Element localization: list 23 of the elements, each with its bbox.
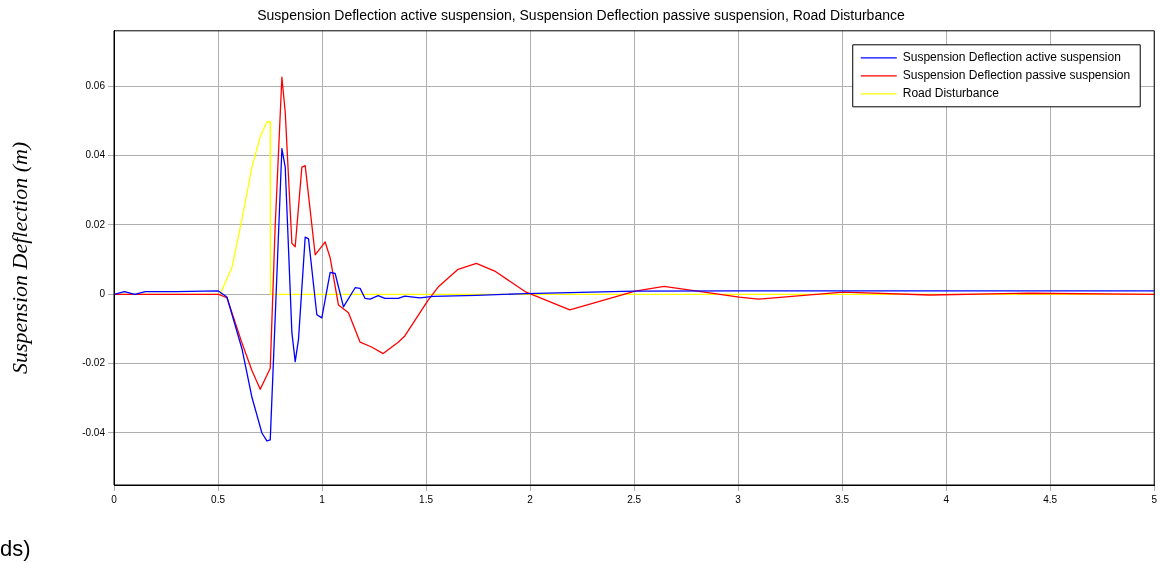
x-tick-label: 4.5: [1043, 493, 1058, 505]
x-tick-label: 1.5: [419, 493, 434, 505]
x-tick-label: 3: [735, 493, 742, 505]
y-tick-label: -0.04: [82, 426, 106, 438]
x-tick-label: 0.5: [211, 493, 226, 505]
legend-label: Suspension Deflection passive suspension: [902, 68, 1131, 83]
y-tick-label: 0: [99, 288, 106, 300]
y-tick-label: 0.04: [85, 149, 106, 161]
x-tick-label: 2: [527, 493, 534, 505]
x-tick-label: 4: [943, 493, 950, 505]
chart-title: Suspension Deflection active suspension, Suspension Deflection passive suspension, Road Disturbance: [257, 7, 905, 24]
y-axis-title: Suspension Deflection (m): [6, 141, 32, 374]
y-tick-label: -0.02: [82, 357, 106, 369]
x-tick-label: 3.5: [835, 493, 850, 505]
legend-label: Road Disturbance: [902, 86, 1000, 101]
y-tick-label: 0.06: [85, 80, 106, 92]
x-tick-label: 2.5: [627, 493, 642, 505]
x-tick-label: 0: [111, 493, 118, 505]
y-tick-label: 0.02: [85, 218, 106, 230]
x-tick-label: 1: [319, 493, 326, 505]
x-tick-label: 5: [1151, 493, 1158, 505]
legend-label: Suspension Deflection active suspension: [902, 50, 1121, 65]
x-axis-title: ds): [0, 536, 31, 562]
